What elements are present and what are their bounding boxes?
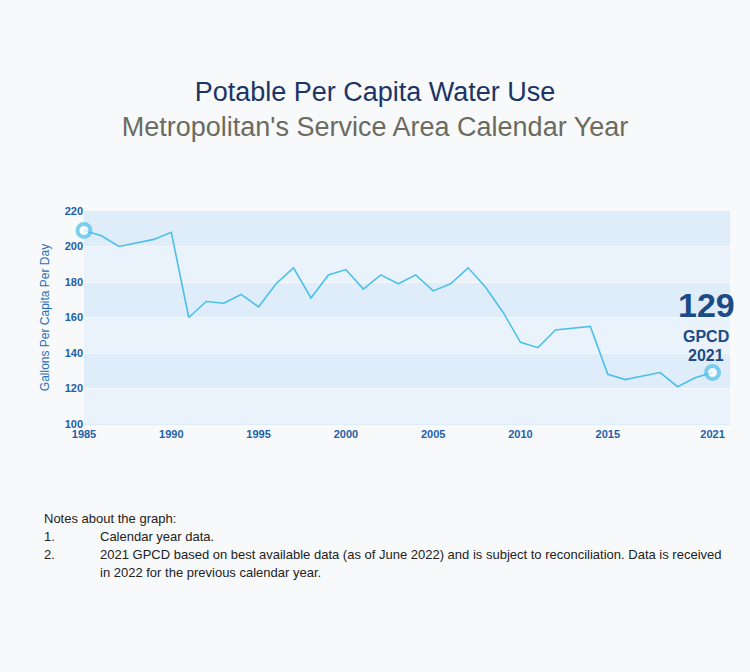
html-text:2021 GPCD based on best availa: 2021 GPCD based on best available data (… [100,547,722,580]
svg-text:1990: 1990 [159,428,183,440]
svg-text:2000: 2000 [334,428,358,440]
html-text:Notes about the graph:: Notes about the graph: [44,511,177,526]
svg-text:2010: 2010 [508,428,532,440]
svg-text:220: 220 [65,205,83,217]
svg-text:180: 180 [65,276,83,288]
html-text:Calendar year data.: Calendar year data. [100,529,215,544]
svg-text:Potable Per Capita Water UseMe: Potable Per Capita Water UseMetropolitan… [122,77,628,142]
svg-text:160: 160 [65,311,83,323]
svg-text:200: 200 [65,240,83,252]
html-text:2.: 2. [44,547,55,562]
svg-text:GPCD: GPCD [683,328,729,345]
svg-text:129: 129 [678,286,735,324]
svg-text:1985: 1985 [72,428,96,440]
html-text:1.: 1. [44,529,55,544]
svg-text:2015: 2015 [596,428,620,440]
svg-text:140: 140 [65,347,83,359]
svg-text:2005: 2005 [421,428,445,440]
svg-text:120: 120 [65,382,83,394]
svg-text:2021: 2021 [700,428,724,440]
svg-text:Gallons Per Capita Per Day: Gallons Per Capita Per Day [38,244,52,391]
svg-text:1995: 1995 [246,428,270,440]
svg-text:100: 100 [65,418,83,430]
svg-text:2021: 2021 [688,347,724,364]
